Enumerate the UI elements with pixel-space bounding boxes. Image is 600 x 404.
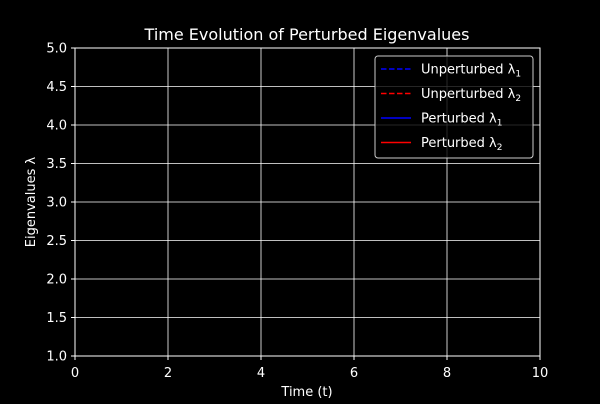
y-tick-label: 2.5 [46, 234, 67, 249]
x-tick-label: 4 [257, 366, 265, 381]
legend-entry-label: Unperturbed λ1 [421, 63, 521, 80]
y-tick-label: 1.0 [46, 350, 67, 365]
y-tick-label: 4.0 [46, 119, 67, 134]
legend-entry-label: Perturbed λ1 [421, 112, 502, 129]
chart-title: Time Evolution of Perturbed Eigenvalues [144, 25, 470, 44]
y-tick-label: 4.5 [46, 80, 67, 95]
y-tick-label: 3.0 [46, 196, 67, 211]
x-tick-label: 2 [164, 366, 172, 381]
y-tick-label: 1.5 [46, 311, 67, 326]
x-tick-label: 10 [532, 366, 549, 381]
x-tick-label: 0 [71, 366, 79, 381]
y-tick-label: 3.5 [46, 157, 67, 172]
y-axis-label: Eigenvalues λ [24, 156, 39, 247]
x-tick-label: 8 [443, 366, 451, 381]
legend-entry-label: Unperturbed λ2 [421, 87, 521, 104]
y-tick-label: 2.0 [46, 273, 67, 288]
legend-box [374, 55, 534, 159]
axis-ticks: 0 2 4 6 8 10 1.0 1.5 2.0 2.5 3.0 3.5 4.0 4.5 5.0 [46, 42, 548, 382]
legend-entry-label: Perturbed λ2 [421, 136, 502, 153]
x-tick-label: 6 [350, 366, 358, 381]
x-axis-label: Time (t) [280, 385, 332, 400]
legend: Unperturbed λ1 Unperturbed λ2 Perturbed λ1… [374, 55, 534, 159]
y-tick-label: 5.0 [46, 42, 67, 57]
